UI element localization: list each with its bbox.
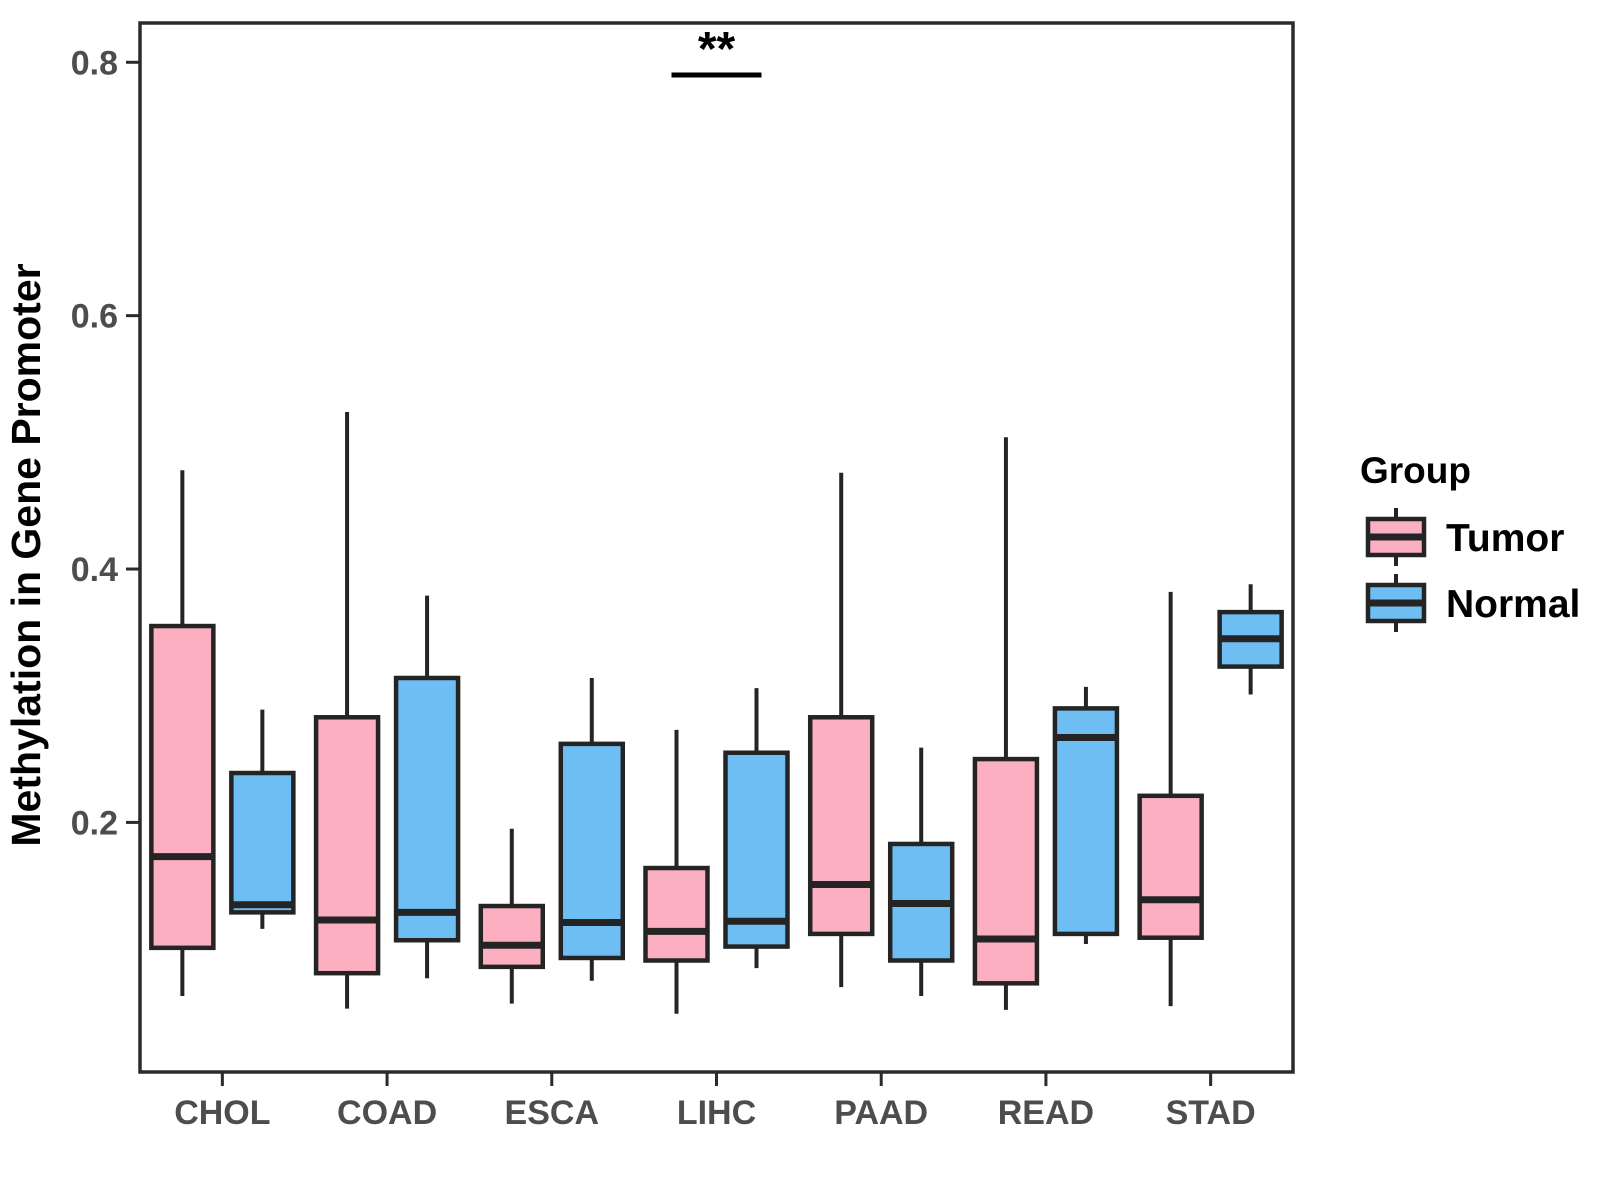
box-CHOL-Tumor <box>149 623 216 951</box>
x-tick-label-LIHC: LIHC <box>677 1094 756 1132</box>
significance-stars: ** <box>698 23 736 76</box>
legend-title: Group <box>1360 450 1471 491</box>
legend-label-Normal: Normal <box>1446 583 1580 626</box>
box-CHOL-Normal <box>229 770 296 915</box>
box-ESCA-Tumor <box>478 903 546 970</box>
x-tick-label-COAD: COAD <box>337 1094 437 1132</box>
x-tick-label-PAAD: PAAD <box>834 1094 928 1132</box>
box-READ-Tumor <box>972 756 1040 986</box>
y-tick-label-0.8: 0.8 <box>71 44 118 82</box>
box-COAD-Tumor <box>313 715 381 976</box>
box-COAD-Normal <box>393 675 461 943</box>
y-axis-title: Methylation in Gene Promoter <box>3 263 49 846</box>
legend-label-Tumor: Tumor <box>1446 517 1564 560</box>
panel-border <box>138 21 1295 1074</box>
x-tick-label-STAD: STAD <box>1166 1094 1256 1132</box>
box-READ-Normal <box>1052 706 1120 937</box>
box-LIHC-Normal <box>723 750 790 949</box>
y-tick-label-0.2: 0.2 <box>71 804 118 842</box>
x-tick-label-CHOL: CHOL <box>174 1094 270 1132</box>
x-tick-label-READ: READ <box>998 1094 1094 1132</box>
y-tick-label-0.6: 0.6 <box>71 298 118 336</box>
box-LIHC-Tumor <box>643 865 710 963</box>
box-PAAD-Tumor <box>807 715 875 937</box>
y-tick-label-0.4: 0.4 <box>71 551 118 589</box>
x-tick-label-ESCA: ESCA <box>505 1094 599 1132</box>
box-STAD-Tumor <box>1137 793 1204 940</box>
